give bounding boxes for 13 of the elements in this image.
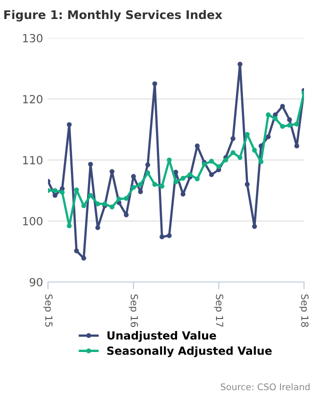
x-tick-label: Sep 16 xyxy=(128,294,138,327)
source-note: Source: CSO Ireland xyxy=(220,383,310,390)
y-tick-label: 90 xyxy=(30,278,42,286)
y-tick-label: 120 xyxy=(23,94,42,104)
x-tick-label: Sep 18 xyxy=(299,294,309,327)
y-tick-label: 130 xyxy=(23,34,42,42)
chart-title: Figure 1: Monthly Services Index xyxy=(4,10,222,22)
y-tick-label: 100 xyxy=(23,216,42,226)
x-tick-label: Sep 15 xyxy=(43,294,53,327)
legend-label: Unadjusted Value xyxy=(107,331,216,342)
legend-label: Seasonally Adjusted Value xyxy=(107,346,272,358)
y-tick-label: 110 xyxy=(23,156,42,164)
x-tick-label: Sep 17 xyxy=(214,294,224,327)
